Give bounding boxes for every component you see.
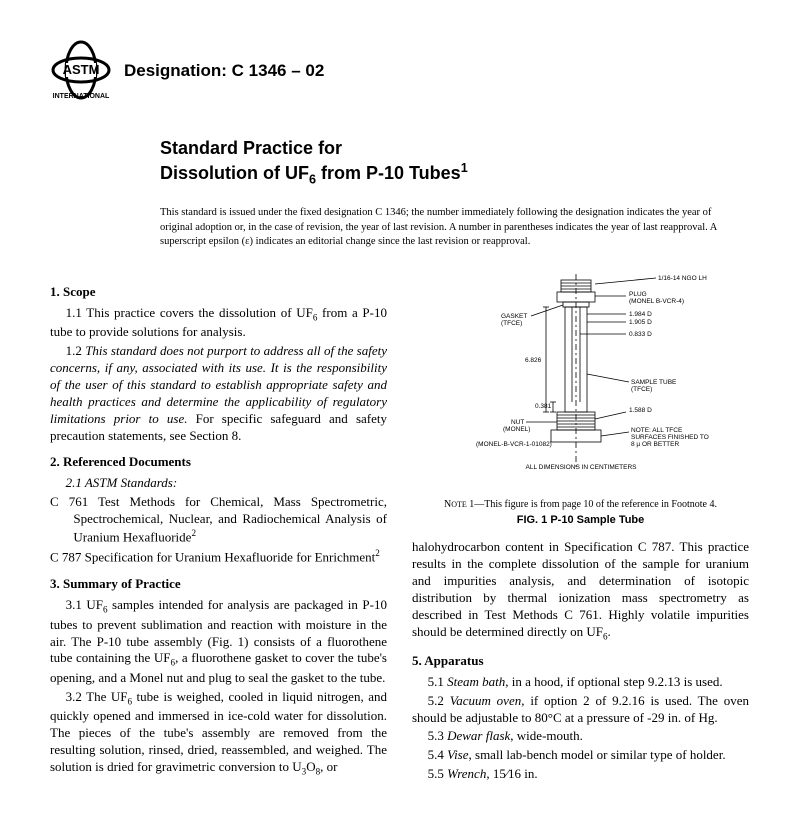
p51c: , in a hood, if optional step 9.2.13 is …	[505, 674, 722, 689]
svg-text:1.588 D: 1.588 D	[629, 407, 652, 414]
astm-logo: ASTM INTERNATIONAL	[50, 40, 112, 102]
svg-text:INTERNATIONAL: INTERNATIONAL	[53, 93, 110, 100]
svg-text:0.833 D: 0.833 D	[629, 331, 652, 338]
p52a: 5.2	[428, 693, 450, 708]
r2a: C 787 Specification for Uranium Hexafluo…	[50, 550, 375, 565]
svg-text:SURFACES FINISHED TO: SURFACES FINISHED TO	[631, 434, 709, 441]
para-5-3: 5.3 Dewar flask, wide-mouth.	[412, 728, 749, 745]
svg-text:SAMPLE TUBE: SAMPLE TUBE	[631, 379, 677, 386]
r1a: C 761 Test Methods for Chemical, Mass Sp…	[50, 494, 387, 544]
svg-text:0.381: 0.381	[535, 403, 552, 410]
para-cont: halohydrocarbon content in Specification…	[412, 539, 749, 643]
scope-head: 1. Scope	[50, 284, 387, 301]
p12a: 1.2	[66, 343, 86, 358]
svg-text:ALL DIMENSIONS IN CENTIMETERS: ALL DIMENSIONS IN CENTIMETERS	[525, 464, 637, 471]
para-5-5: 5.5 Wrench, 15⁄16 in.	[412, 766, 749, 783]
r2sup: 2	[375, 548, 380, 558]
p32d: , or	[320, 759, 337, 774]
title-sub: 6	[309, 173, 316, 187]
title-line1: Standard Practice for	[160, 137, 749, 160]
para-5-1: 5.1 Steam bath, in a hood, if optional s…	[412, 674, 749, 691]
figure-1: 1/16-14 NGO LH PLUG (MONEL B-VCR-4) GASK…	[412, 274, 749, 527]
p55b: Wrench	[447, 766, 486, 781]
svg-text:GASKET: GASKET	[501, 313, 527, 320]
refdocs-head: 2. Referenced Documents	[50, 454, 387, 471]
p52b: Vacuum oven	[450, 693, 522, 708]
para-5-2: 5.2 Vacuum oven, if option 2 of 9.2.16 i…	[412, 693, 749, 727]
p55c: , 15⁄16 in.	[486, 766, 537, 781]
issue-note: This standard is issued under the fixed …	[160, 206, 749, 249]
p54c: , small lab-bench model or similar type …	[469, 747, 726, 762]
apparatus-head: 5. Apparatus	[412, 653, 749, 670]
svg-text:NUT: NUT	[511, 419, 524, 426]
right-column: 1/16-14 NGO LH PLUG (MONEL B-VCR-4) GASK…	[412, 274, 749, 785]
svg-text:8 µ OR BETTER: 8 µ OR BETTER	[631, 441, 679, 448]
svg-text:ASTM: ASTM	[63, 62, 100, 77]
p32a: 3.2 The UF	[66, 689, 128, 704]
pconta: halohydrocarbon content in Specification…	[412, 539, 749, 638]
title-line2: Dissolution of UF6 from P-10 Tubes1	[160, 160, 749, 188]
p10-tube-diagram: 1/16-14 NGO LH PLUG (MONEL B-VCR-4) GASK…	[451, 274, 711, 489]
para-3-1: 3.1 UF6 samples intended for analysis ar…	[50, 597, 387, 686]
p53a: 5.3	[428, 728, 448, 743]
designation-text: Designation: C 1346 – 02	[124, 60, 324, 82]
ref-c787: C 787 Specification for Uranium Hexafluo…	[50, 548, 387, 566]
ref-c761: C 761 Test Methods for Chemical, Mass Sp…	[50, 494, 387, 546]
p54b: Vise	[447, 747, 468, 762]
p55a: 5.5	[428, 766, 448, 781]
svg-text:(MONEL): (MONEL)	[503, 426, 530, 433]
doc-header: ASTM INTERNATIONAL Designation: C 1346 –…	[50, 40, 749, 102]
summary-head: 3. Summary of Practice	[50, 576, 387, 593]
svg-text:(MONEL B-VCR-4): (MONEL B-VCR-4)	[629, 298, 684, 305]
svg-text:1.905 D: 1.905 D	[629, 319, 652, 326]
p51a: 5.1	[428, 674, 448, 689]
p31a: 3.1 UF	[66, 597, 103, 612]
para-1-2: 1.2 This standard does not purport to ad…	[50, 343, 387, 444]
pcontb: .	[608, 624, 611, 639]
svg-text:(TFCE): (TFCE)	[631, 386, 652, 393]
p53b: Dewar flask	[447, 728, 510, 743]
svg-text:1/16-14 NGO LH: 1/16-14 NGO LH	[658, 275, 707, 282]
astm-standards-sub: 2.1 ASTM Standards:	[50, 475, 387, 492]
svg-text:6.826: 6.826	[525, 357, 542, 364]
figure-note: NOTE NOTE 1—This figure is from page 10 …	[412, 498, 749, 511]
title-post: from P-10 Tubes	[316, 163, 461, 183]
svg-text:NOTE: ALL TFCE: NOTE: ALL TFCE	[631, 427, 683, 434]
p51b: Steam bath	[447, 674, 505, 689]
svg-text:(MONEL-B-VCR-1-01082): (MONEL-B-VCR-1-01082)	[476, 441, 552, 448]
r1sup: 2	[191, 528, 196, 538]
svg-text:1.984 D: 1.984 D	[629, 311, 652, 318]
svg-text:(TFCE): (TFCE)	[501, 320, 522, 327]
para-1-1: 1.1 This practice covers the dissolution…	[50, 305, 387, 341]
p54a: 5.4	[428, 747, 448, 762]
title-sup: 1	[461, 161, 468, 175]
title-pre: Dissolution of UF	[160, 163, 309, 183]
para-5-4: 5.4 Vise, small lab-bench model or simil…	[412, 747, 749, 764]
body-columns: 1. Scope 1.1 This practice covers the di…	[50, 274, 749, 785]
left-column: 1. Scope 1.1 This practice covers the di…	[50, 274, 387, 785]
svg-text:PLUG: PLUG	[629, 291, 647, 298]
p53c: , wide-mouth.	[510, 728, 583, 743]
para-3-2: 3.2 The UF6 tube is weighed, cooled in l…	[50, 689, 387, 778]
p32c: O	[306, 759, 315, 774]
figure-caption: FIG. 1 P-10 Sample Tube	[412, 513, 749, 527]
p11a: 1.1 This practice covers the dissolution…	[66, 305, 313, 320]
doc-title: Standard Practice for Dissolution of UF6…	[160, 137, 749, 188]
